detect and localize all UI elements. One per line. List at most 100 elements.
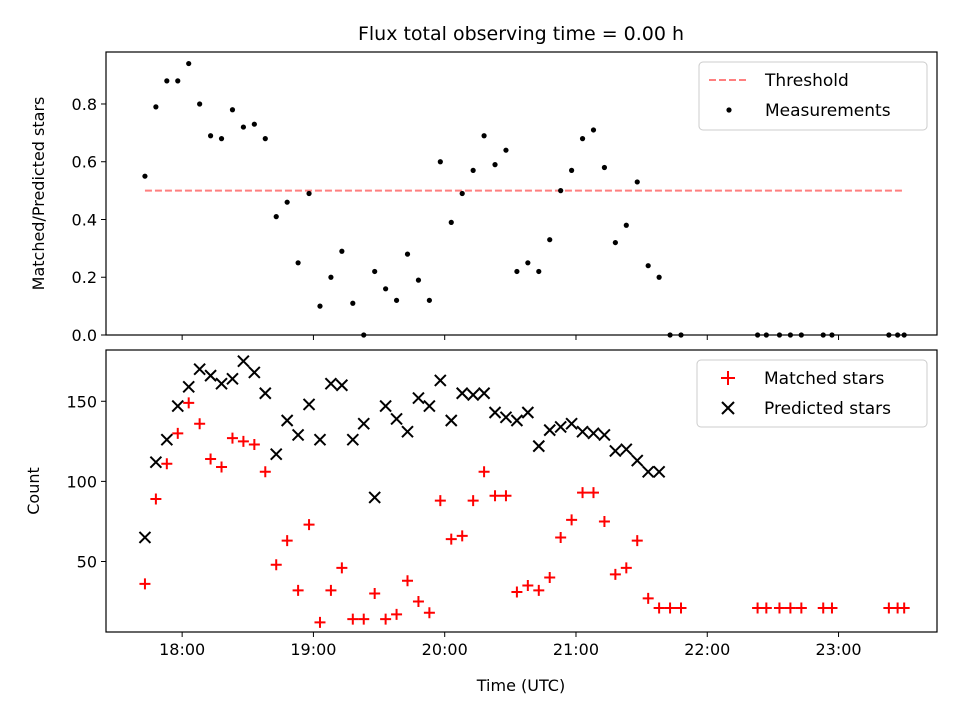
predicted-star-point: [587, 427, 600, 440]
matched-star-point: [522, 580, 534, 592]
measurement-point: [240, 124, 247, 130]
measurement-point: [448, 219, 454, 225]
predicted-star-point: [423, 399, 436, 413]
predicted-star-point: [368, 491, 381, 504]
predicted-star-point: [171, 399, 184, 413]
predicted-star-point: [237, 355, 250, 368]
measurement-point: [175, 78, 181, 84]
matched-star-point: [631, 535, 643, 547]
predicted-star-point: [291, 428, 305, 442]
measurement-point: [536, 268, 542, 275]
count-y-tick-label: 150: [66, 392, 97, 411]
ratio-y-tick-label: 0.4: [72, 210, 97, 229]
matched-star-point: [423, 607, 435, 619]
matched-star-point: [139, 578, 151, 590]
measurement-point: [525, 260, 531, 266]
ratio-legend: Threshold Measurements: [698, 61, 928, 131]
legend-predicted-label: Predicted stars: [764, 399, 891, 419]
matched-star-point: [826, 602, 838, 614]
matched-star-point: [533, 584, 545, 596]
predicted-star-point: [313, 433, 327, 446]
measurement-point: [262, 136, 268, 142]
predicted-star-point: [226, 372, 239, 386]
matched-star-point: [478, 466, 490, 478]
x-tick-label: 21:00: [553, 640, 599, 659]
measurement-point: [470, 167, 476, 173]
predicted-star-point: [543, 423, 556, 437]
matched-star-point: [194, 418, 206, 430]
ratio-y-axis-label: Matched/Predicted stars: [29, 97, 48, 291]
matched-star-point: [391, 608, 403, 620]
measurement-point: [372, 268, 378, 275]
ratio-y-tick-label: 0.8: [72, 95, 97, 114]
matched-star-point: [784, 602, 796, 614]
legend-measurements-label: Measurements: [765, 101, 891, 121]
ratio-legend-box: [698, 61, 928, 131]
matched-star-point: [898, 602, 910, 614]
measurement-point: [142, 173, 148, 179]
measurement-point: [197, 101, 203, 107]
matched-star-point: [347, 613, 359, 625]
legend-predicted-swatch: [721, 401, 735, 415]
measurement-point: [547, 237, 553, 243]
matched-star-point: [226, 432, 238, 444]
predicted-star-point: [215, 377, 228, 390]
matched-star-point: [150, 493, 162, 505]
measurement-point: [306, 190, 312, 197]
measurement-point: [579, 136, 586, 142]
predicted-star-point: [565, 417, 578, 430]
predicted-star-point: [182, 380, 195, 394]
matched-star-point: [314, 616, 326, 628]
matched-star-point: [511, 586, 523, 598]
measurement-point: [623, 222, 629, 228]
predicted-star-point: [270, 447, 283, 461]
matched-star-point: [336, 562, 348, 574]
matched-star-point: [773, 602, 785, 614]
measurement-point: [481, 133, 487, 139]
matched-star-point: [380, 613, 392, 625]
measurement-point: [656, 274, 662, 280]
matched-star-point: [445, 533, 457, 545]
measurement-point: [601, 164, 608, 171]
matched-star-point: [489, 490, 501, 502]
matched-star-point: [456, 530, 468, 542]
predicted-star-point: [390, 412, 403, 426]
matched-star-point: [216, 461, 228, 473]
matched-star-point: [172, 427, 184, 439]
count-x-ticks: 18:00 19:00 20:00 21:00 22:00 23:00: [159, 632, 862, 659]
measurement-point: [207, 133, 214, 139]
matched-star-point: [248, 439, 260, 451]
matched-star-point: [555, 531, 567, 543]
matched-star-point: [664, 602, 676, 614]
predicted-star-point: [641, 465, 655, 478]
predicted-star-point: [138, 531, 152, 544]
matched-star-point: [566, 514, 578, 526]
matched-star-point: [620, 562, 632, 574]
x-axis-label: Time (UTC): [476, 676, 565, 695]
measurement-point: [612, 239, 618, 246]
measurement-point: [251, 121, 257, 127]
matched-star-point: [653, 602, 665, 614]
measurement-point: [634, 179, 640, 185]
matched-star-point: [467, 495, 479, 507]
x-tick-label: 23:00: [815, 640, 861, 659]
ratio-axes-frame: [105, 51, 938, 336]
matched-star-point: [402, 575, 414, 587]
measurement-point: [492, 162, 498, 168]
predicted-star-point: [521, 406, 535, 419]
predicted-star-point: [160, 433, 174, 446]
ratio-x-ticks: [181, 335, 840, 340]
matched-star-point: [609, 568, 621, 580]
matched-star-point: [292, 584, 304, 596]
measurement-point: [273, 214, 279, 220]
matched-star-point: [544, 572, 556, 584]
matched-star-point: [358, 613, 370, 625]
matched-star-point: [642, 592, 654, 604]
predicted-star-point: [324, 377, 338, 390]
count-plot: 18:00 19:00 20:00 21:00 22:00 23:00 50100150 …: [24, 349, 938, 695]
predicted-star-point: [280, 414, 294, 427]
count-legend: Matched stars Predicted stars: [696, 359, 928, 428]
matched-star-point: [369, 588, 381, 600]
predicted-star-point: [466, 388, 480, 402]
